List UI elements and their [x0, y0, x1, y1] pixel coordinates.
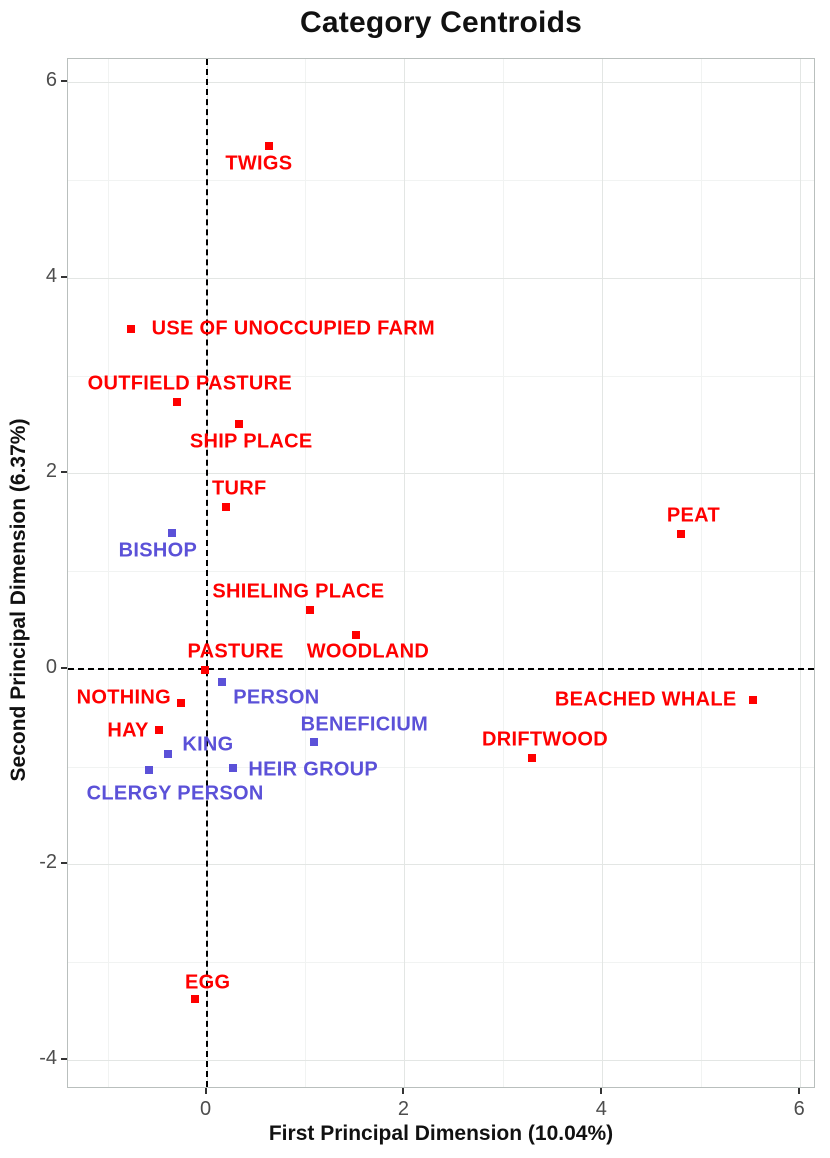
y-tick-mark: [61, 471, 67, 474]
data-point: [127, 324, 136, 333]
gridline-major-v: [800, 59, 802, 1087]
data-point: [528, 753, 537, 762]
y-tick-label: -4: [39, 1046, 57, 1069]
gridline-minor-v: [701, 59, 703, 1087]
data-point: [155, 726, 164, 735]
y-tick-label: 0: [45, 655, 57, 678]
x-tick-label: 6: [793, 1098, 805, 1120]
point-label: SHIP PLACE: [189, 430, 313, 452]
y-tick-mark: [61, 275, 67, 278]
point-label: TWIGS: [225, 152, 293, 175]
y-tick-mark: [61, 1057, 67, 1060]
gridline-minor-h: [68, 571, 814, 573]
point-label: HAY: [107, 719, 149, 742]
y-tick-mark: [61, 862, 67, 865]
data-point: [264, 141, 273, 150]
data-point: [176, 698, 185, 707]
gridline-major-h: [68, 473, 814, 475]
gridline-major-h: [68, 864, 814, 866]
data-point: [235, 419, 244, 428]
point-label: PERSON: [233, 686, 320, 709]
data-point: [172, 398, 181, 406]
gridline-major-h: [68, 1059, 814, 1061]
data-point: [163, 749, 172, 758]
point-label: BEACHED WHALE: [554, 688, 737, 711]
y-tick-label: -2: [39, 851, 57, 874]
point-label: HEIR GROUP: [248, 758, 379, 781]
point-label: BENEFICIUM: [300, 713, 429, 736]
x-tick-mark: [204, 1088, 207, 1094]
gridline-major-v: [404, 59, 406, 1087]
data-point: [306, 606, 315, 615]
plot-panel: TWIGS USE OF UNOCCUPIED FARM OUTFIELD PAST…: [67, 58, 815, 1088]
gridline-minor-h: [68, 766, 814, 768]
gridline-minor-h: [68, 961, 814, 963]
gridline-minor-h: [68, 375, 814, 377]
data-point: [167, 528, 176, 537]
x-tick-label: 4: [595, 1098, 607, 1120]
data-point: [748, 696, 757, 705]
point-label: SHIELING PLACE: [212, 580, 385, 603]
reference-line-vertical: [205, 59, 208, 1087]
gridline-minor-v: [503, 59, 505, 1087]
x-tick-label: 0: [199, 1098, 212, 1120]
point-label: OUTFIELD PASTURE: [87, 372, 293, 395]
x-tick-mark: [402, 1088, 405, 1094]
data-point: [200, 665, 209, 674]
y-tick-label: 2: [45, 460, 57, 483]
x-tick-mark: [600, 1088, 603, 1094]
gridline-minor-v: [305, 59, 307, 1087]
x-tick-label: 2: [397, 1098, 409, 1120]
point-label: DRIFTWOOD: [482, 728, 609, 751]
data-point: [145, 766, 154, 775]
y-tick-mark: [61, 80, 67, 83]
data-point: [218, 678, 227, 687]
data-point: [222, 502, 231, 511]
reference-line-horizontal: [68, 667, 814, 670]
gridline-major-h: [68, 82, 814, 84]
y-tick-label: 4: [45, 264, 57, 287]
point-label: CLERGY PERSON: [86, 782, 264, 805]
point-label: EGG: [184, 971, 231, 994]
gridline-major-h: [68, 277, 814, 279]
data-point: [190, 995, 199, 1004]
chart-title: Category Centroids: [300, 6, 582, 39]
point-label: TURF: [212, 477, 267, 500]
y-tick-mark: [61, 666, 67, 669]
point-label: PEAT: [666, 504, 720, 527]
data-point: [351, 630, 360, 639]
point-label: NOTHING: [76, 686, 171, 709]
point-label: BISHOP: [118, 539, 198, 562]
point-label: KING: [182, 733, 234, 756]
point-label: PASTURE: [187, 640, 284, 663]
data-point: [677, 529, 686, 538]
data-point: [310, 738, 319, 747]
point-label: WOODLAND: [306, 640, 430, 663]
point-label: USE OF UNOCCUPIED FARM: [151, 317, 435, 340]
gridline-minor-v: [107, 59, 109, 1087]
data-point: [229, 764, 238, 773]
x-axis-title: First Principal Dimension (10.04%): [268, 1122, 614, 1145]
gridline-minor-h: [68, 180, 814, 182]
gridline-major-v: [602, 59, 604, 1087]
y-tick-label: 6: [45, 69, 57, 92]
x-tick-mark: [798, 1088, 801, 1094]
